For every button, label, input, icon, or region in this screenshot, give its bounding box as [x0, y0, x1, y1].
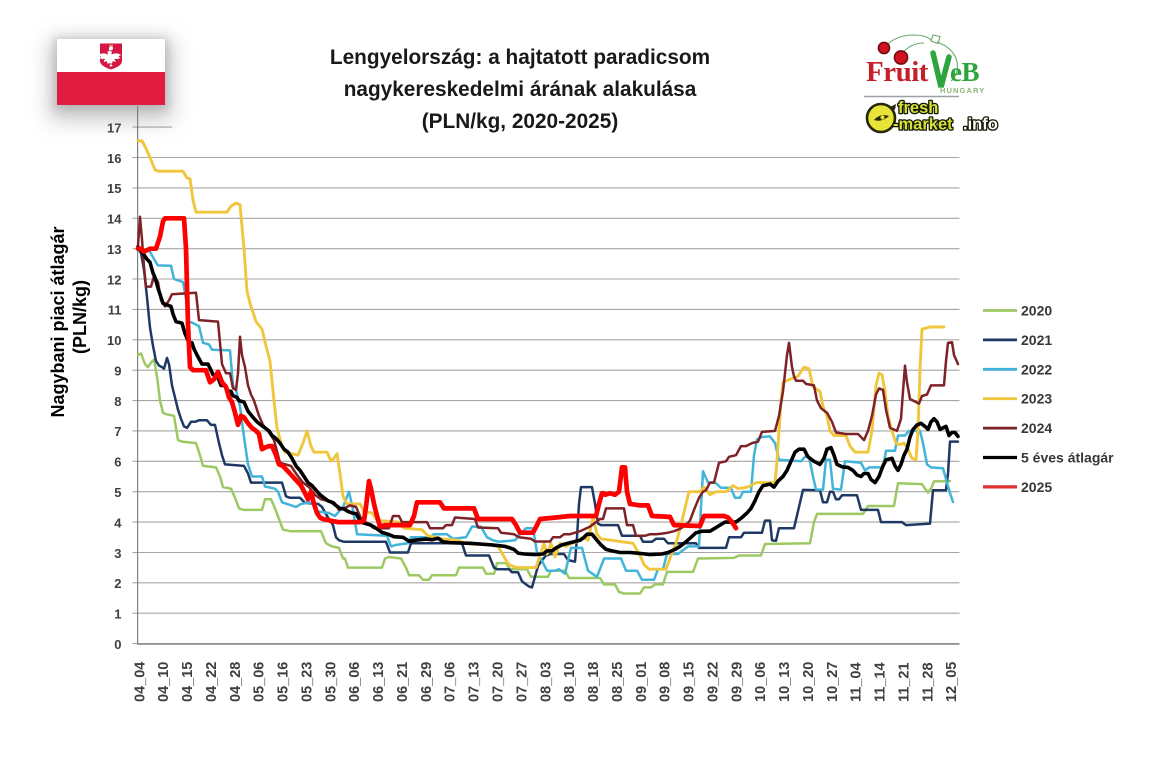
svg-text:10: 10 — [107, 333, 121, 348]
svg-text:09_29: 09_29 — [729, 662, 745, 702]
svg-text:12: 12 — [107, 272, 121, 287]
svg-text:08_25: 08_25 — [610, 662, 626, 702]
svg-text:4: 4 — [114, 515, 122, 530]
svg-text:Nagybani piaci átlagár: Nagybani piaci átlagár — [48, 226, 68, 417]
svg-text:11_28: 11_28 — [920, 662, 936, 702]
svg-text:Fruit: Fruit — [866, 56, 929, 88]
svg-text:1: 1 — [114, 607, 121, 622]
svg-text:8: 8 — [114, 394, 121, 409]
svg-text:06_13: 06_13 — [371, 662, 387, 702]
svg-text:04_28: 04_28 — [228, 662, 244, 702]
svg-text:07_06: 07_06 — [443, 662, 459, 702]
svg-text:07_20: 07_20 — [491, 662, 507, 702]
svg-text:3: 3 — [114, 546, 121, 561]
svg-text:6: 6 — [114, 455, 121, 470]
svg-text:7: 7 — [114, 424, 121, 439]
svg-text:2023: 2023 — [1021, 391, 1052, 407]
svg-text:13: 13 — [107, 242, 121, 257]
svg-text:06_06: 06_06 — [347, 662, 363, 702]
svg-text:5: 5 — [114, 485, 121, 500]
svg-text:2025: 2025 — [1021, 479, 1052, 495]
svg-text:16: 16 — [107, 151, 121, 166]
svg-text:04_15: 04_15 — [180, 662, 196, 702]
svg-text:05_30: 05_30 — [323, 662, 339, 702]
svg-text:05_23: 05_23 — [300, 662, 316, 702]
svg-text:11_14: 11_14 — [873, 662, 889, 702]
svg-text:fresh: fresh — [898, 99, 938, 117]
svg-text:06_29: 06_29 — [419, 662, 435, 702]
svg-text:9: 9 — [114, 364, 121, 379]
svg-text:2: 2 — [114, 576, 121, 591]
svg-text:5 éves átlagár: 5 éves átlagár — [1021, 450, 1114, 466]
svg-text:04_10: 04_10 — [156, 662, 172, 702]
svg-text:11_21: 11_21 — [897, 662, 913, 702]
svg-text:.info: .info — [963, 116, 998, 134]
svg-text:10_06: 10_06 — [753, 662, 769, 702]
svg-text:17: 17 — [107, 120, 121, 135]
svg-text:14: 14 — [107, 212, 122, 227]
svg-text:2022: 2022 — [1021, 361, 1052, 377]
svg-text:eB: eB — [950, 57, 979, 87]
svg-text:10_27: 10_27 — [825, 662, 841, 702]
svg-text:05_06: 05_06 — [252, 662, 268, 702]
svg-text:05_16: 05_16 — [276, 662, 292, 702]
svg-text:06_21: 06_21 — [395, 662, 411, 702]
svg-text:(PLN/kg): (PLN/kg) — [70, 280, 90, 354]
svg-text:08_03: 08_03 — [538, 662, 554, 702]
svg-text:-market: -market — [893, 116, 953, 134]
svg-text:10_20: 10_20 — [801, 662, 817, 702]
svg-text:07_27: 07_27 — [514, 662, 530, 702]
svg-text:09_08: 09_08 — [658, 662, 674, 702]
svg-text:07_13: 07_13 — [467, 662, 483, 702]
svg-text:0: 0 — [114, 637, 121, 652]
svg-text:2024: 2024 — [1021, 420, 1052, 436]
svg-text:11: 11 — [108, 303, 122, 318]
svg-text:12_05: 12_05 — [944, 662, 960, 702]
svg-text:10_13: 10_13 — [777, 662, 793, 702]
svg-text:04_04: 04_04 — [132, 662, 148, 702]
svg-text:15: 15 — [107, 181, 121, 196]
svg-text:04_22: 04_22 — [204, 662, 220, 702]
svg-text:HUNGARY: HUNGARY — [940, 86, 985, 95]
svg-text:09_15: 09_15 — [682, 662, 698, 702]
svg-text:08_10: 08_10 — [562, 662, 578, 702]
svg-text:2021: 2021 — [1021, 332, 1052, 348]
svg-text:09_22: 09_22 — [705, 662, 721, 702]
svg-text:08_18: 08_18 — [586, 662, 602, 702]
svg-text:11_04: 11_04 — [849, 662, 865, 702]
svg-text:2020: 2020 — [1021, 303, 1052, 319]
svg-text:09_01: 09_01 — [634, 662, 650, 702]
